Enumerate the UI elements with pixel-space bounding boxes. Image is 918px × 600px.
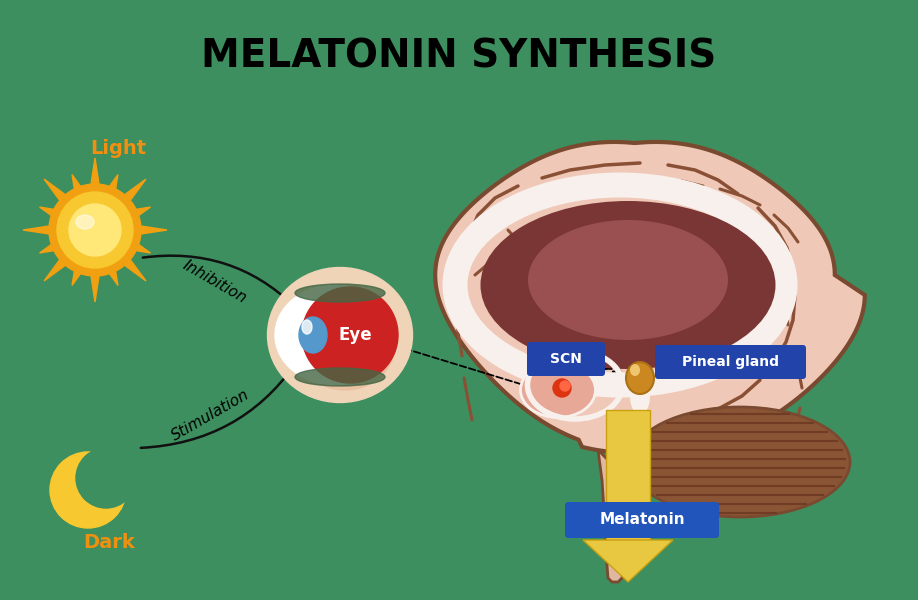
Polygon shape — [39, 239, 62, 253]
Text: Inhibition: Inhibition — [181, 258, 250, 306]
Ellipse shape — [275, 285, 395, 385]
Text: Dark: Dark — [83, 533, 135, 551]
Polygon shape — [132, 225, 167, 235]
Text: MELATONIN SYNTHESIS: MELATONIN SYNTHESIS — [201, 38, 717, 76]
Circle shape — [57, 192, 133, 268]
Polygon shape — [44, 253, 73, 281]
Circle shape — [49, 184, 141, 276]
Circle shape — [69, 204, 121, 256]
Polygon shape — [435, 142, 865, 453]
Ellipse shape — [295, 300, 395, 390]
Text: Light: Light — [90, 139, 146, 157]
FancyBboxPatch shape — [527, 342, 605, 376]
Polygon shape — [90, 268, 100, 302]
Circle shape — [76, 448, 136, 508]
Polygon shape — [39, 207, 62, 220]
Ellipse shape — [630, 377, 650, 415]
Polygon shape — [105, 263, 118, 286]
Ellipse shape — [267, 268, 412, 403]
Text: Melatonin: Melatonin — [599, 512, 685, 527]
Circle shape — [560, 381, 570, 391]
Text: SCN: SCN — [550, 352, 582, 366]
Ellipse shape — [295, 284, 385, 302]
Ellipse shape — [480, 201, 776, 369]
Ellipse shape — [630, 364, 640, 376]
FancyBboxPatch shape — [655, 345, 806, 379]
Text: Pineal gland: Pineal gland — [681, 355, 778, 369]
Polygon shape — [583, 540, 673, 582]
Polygon shape — [90, 158, 100, 193]
Text: Eye: Eye — [338, 326, 372, 344]
Circle shape — [553, 379, 571, 397]
Ellipse shape — [302, 320, 312, 334]
Polygon shape — [128, 207, 151, 220]
Ellipse shape — [295, 368, 385, 386]
Polygon shape — [72, 175, 85, 197]
Ellipse shape — [521, 362, 596, 418]
Polygon shape — [128, 239, 151, 253]
Polygon shape — [23, 225, 57, 235]
Circle shape — [302, 287, 398, 383]
Ellipse shape — [299, 317, 327, 353]
Ellipse shape — [626, 362, 654, 394]
Ellipse shape — [76, 215, 94, 229]
Polygon shape — [118, 179, 146, 207]
Polygon shape — [72, 263, 85, 286]
Circle shape — [50, 452, 126, 528]
Ellipse shape — [630, 407, 850, 517]
Polygon shape — [118, 253, 146, 281]
PathPatch shape — [598, 450, 628, 582]
Polygon shape — [44, 179, 73, 207]
Polygon shape — [105, 175, 118, 197]
Ellipse shape — [528, 220, 728, 340]
FancyBboxPatch shape — [606, 410, 650, 540]
Text: Stimulation: Stimulation — [169, 386, 252, 443]
FancyBboxPatch shape — [565, 502, 719, 538]
